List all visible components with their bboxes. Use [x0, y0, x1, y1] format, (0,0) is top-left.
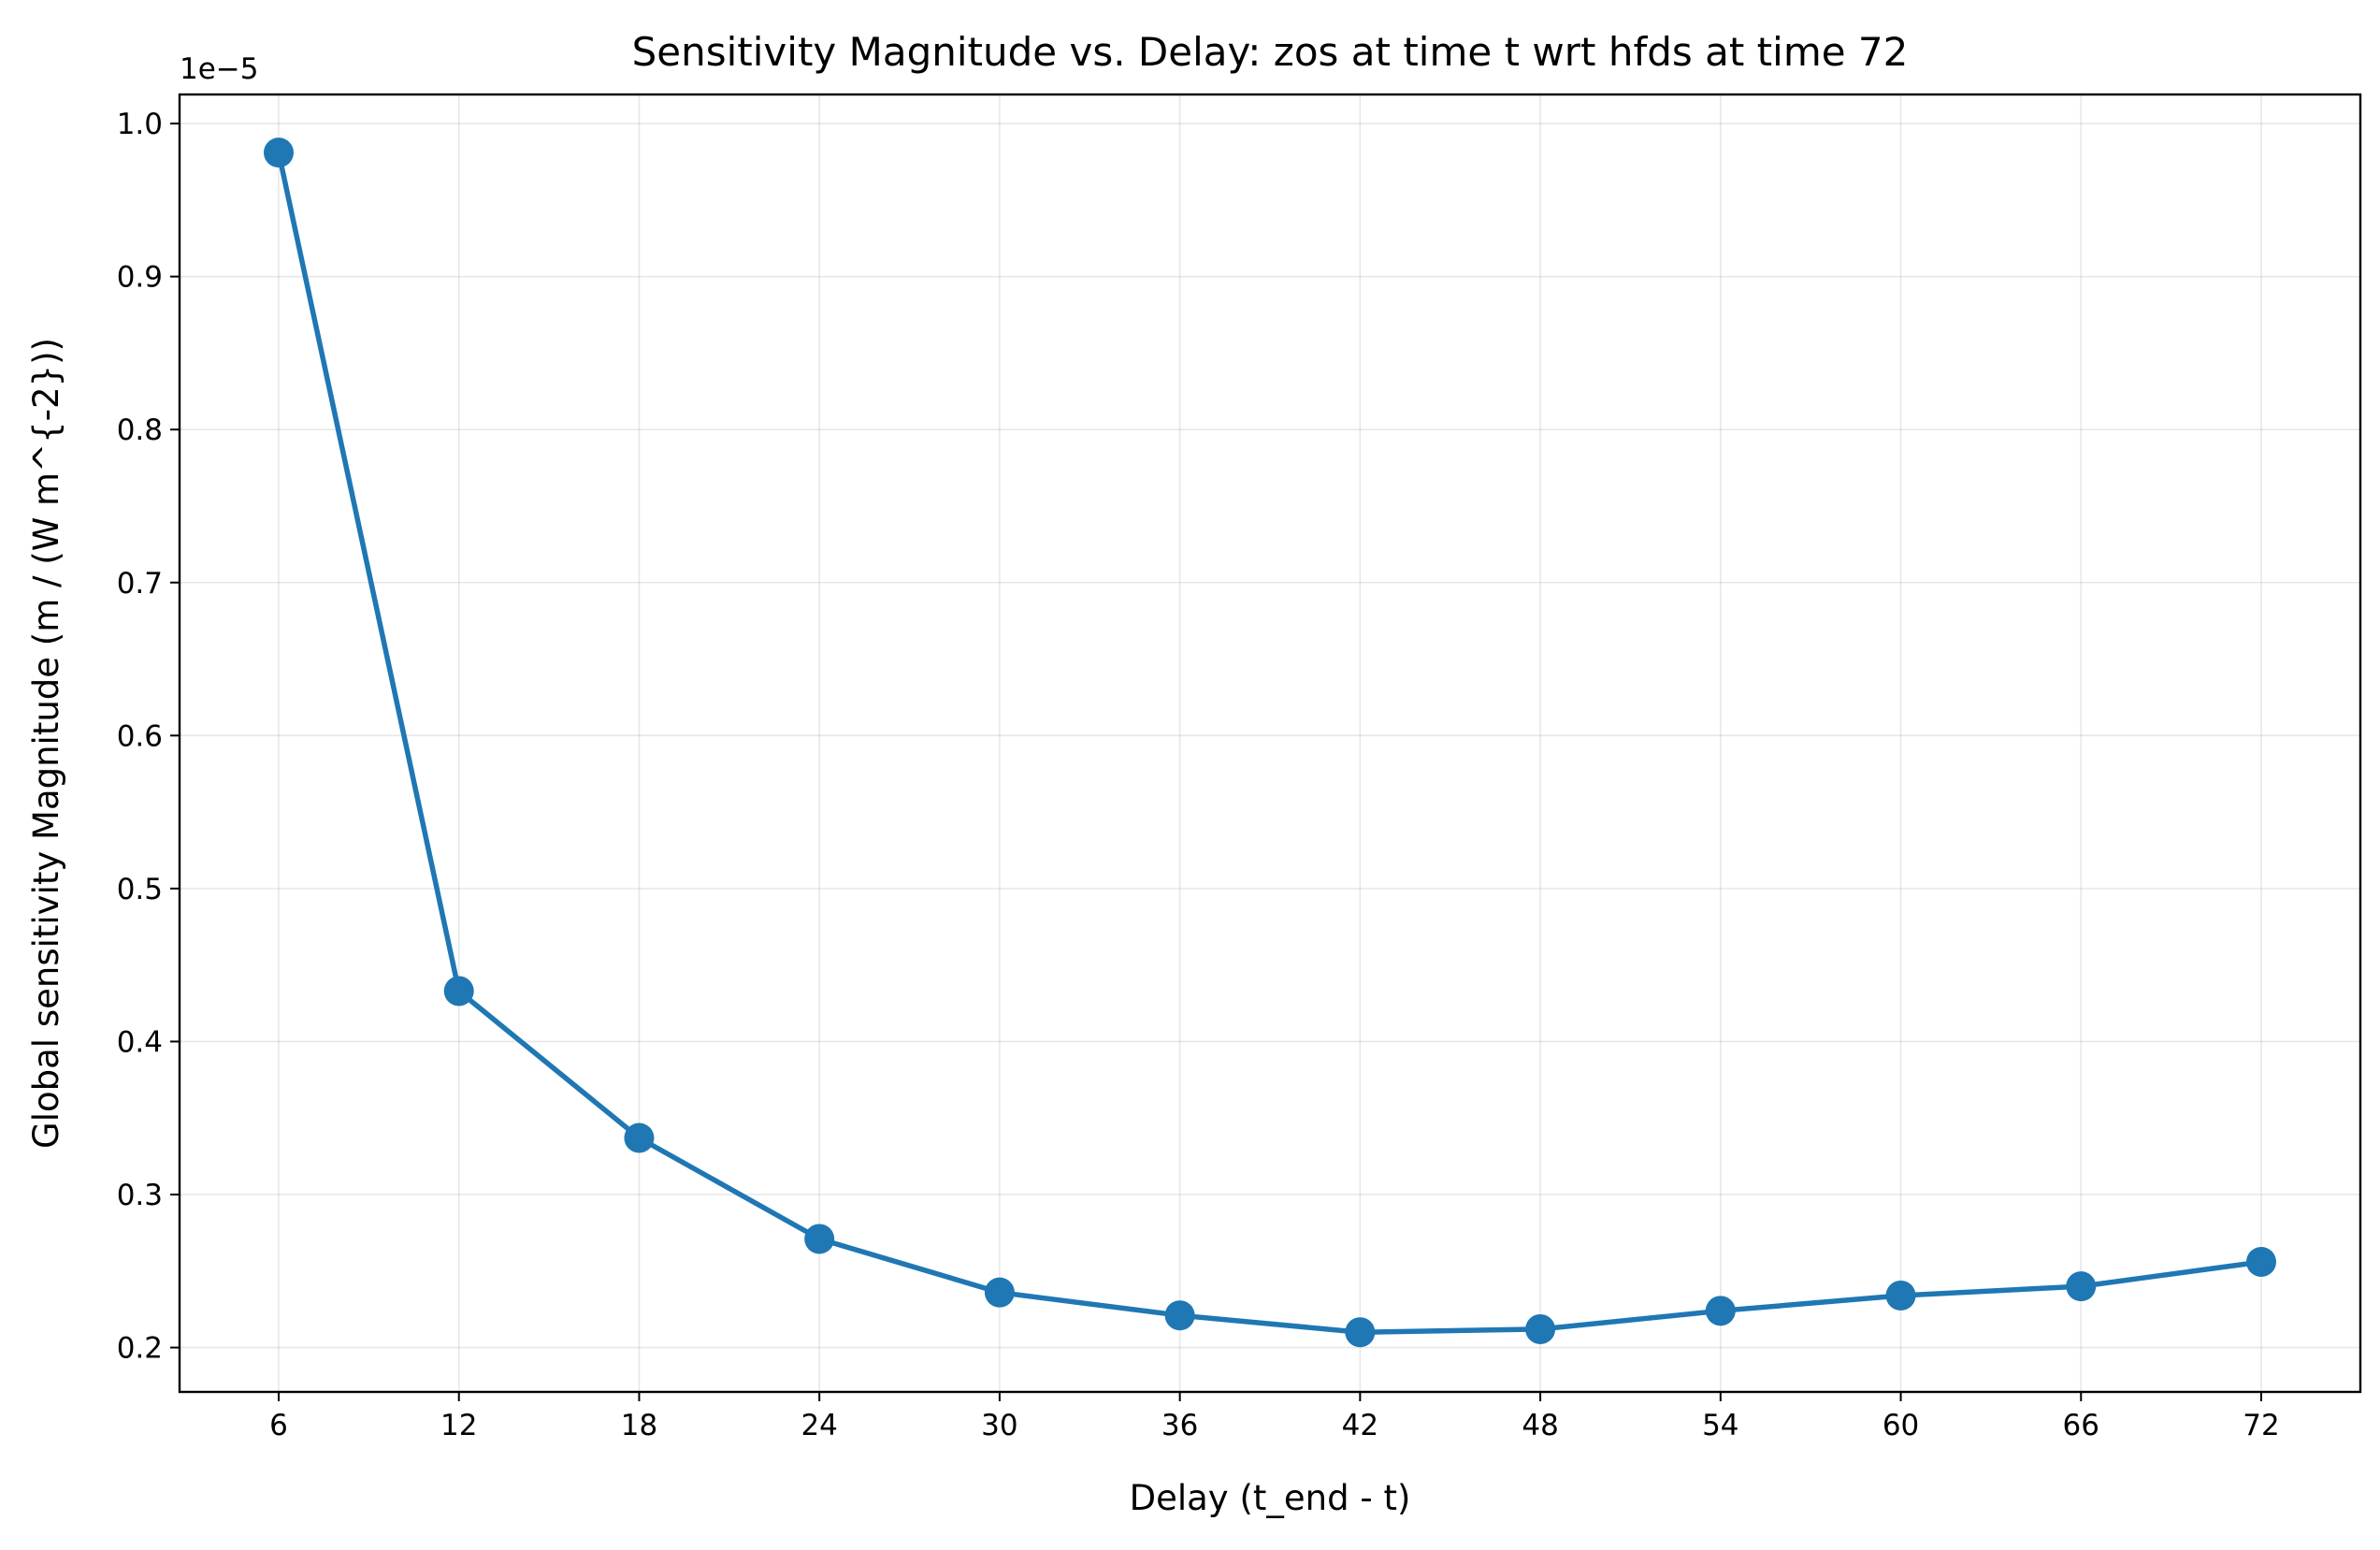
data-point	[984, 1277, 1015, 1308]
x-tick-label: 42	[1342, 1409, 1378, 1442]
x-axis-label: Delay (t_end - t)	[1130, 1478, 1411, 1518]
y-tick-label: 0.7	[117, 567, 163, 601]
x-tick-label: 30	[981, 1409, 1017, 1442]
y-tick-label: 0.5	[117, 873, 163, 906]
y-tick-label: 0.4	[117, 1025, 163, 1059]
data-point	[804, 1224, 835, 1254]
y-tick-label: 1.0	[117, 108, 163, 141]
y-tick-label: 0.2	[117, 1332, 163, 1366]
data-point	[2246, 1246, 2276, 1277]
series-layer	[264, 138, 2276, 1348]
data-point	[1164, 1300, 1195, 1331]
y-axis-offset-label: 1e−5	[180, 52, 259, 86]
y-tick-label: 0.6	[117, 719, 163, 753]
x-tick-label: 48	[1522, 1409, 1558, 1442]
x-tick-label: 24	[801, 1409, 837, 1442]
y-tick-label: 0.9	[117, 261, 163, 295]
x-tick-label: 6	[269, 1409, 288, 1442]
data-point	[443, 976, 474, 1007]
x-tick-label: 36	[1161, 1409, 1198, 1442]
data-point	[1705, 1296, 1736, 1326]
y-axis-label: Global sensitivity Magnitude (m / (W m^{…	[26, 338, 66, 1149]
y-tick-label: 0.8	[117, 413, 163, 447]
axis-ticks: 6 12 18 24 30 36 42 48 54 60 66 72 0.2 0.3 0.4 0.5 0.6 0.…	[117, 108, 2280, 1442]
y-tick-label: 0.3	[117, 1179, 163, 1212]
plot-frame	[178, 93, 2362, 1394]
series-line	[276, 150, 2264, 1335]
x-tick-label: 60	[1882, 1409, 1919, 1442]
chart-title: Sensitivity Magnitude vs. Delay: zos at …	[632, 29, 1909, 75]
x-tick-label: 72	[2243, 1409, 2279, 1442]
data-point	[264, 138, 294, 168]
data-point	[624, 1123, 655, 1153]
x-tick-label: 66	[2063, 1409, 2099, 1442]
x-tick-label: 54	[1702, 1409, 1738, 1442]
data-point	[1525, 1313, 1556, 1344]
data-point	[1345, 1317, 1376, 1348]
data-point	[2066, 1271, 2097, 1302]
x-tick-label: 18	[621, 1409, 657, 1442]
grid	[180, 94, 2360, 1392]
data-point	[1885, 1280, 1916, 1311]
x-tick-label: 12	[440, 1409, 477, 1442]
